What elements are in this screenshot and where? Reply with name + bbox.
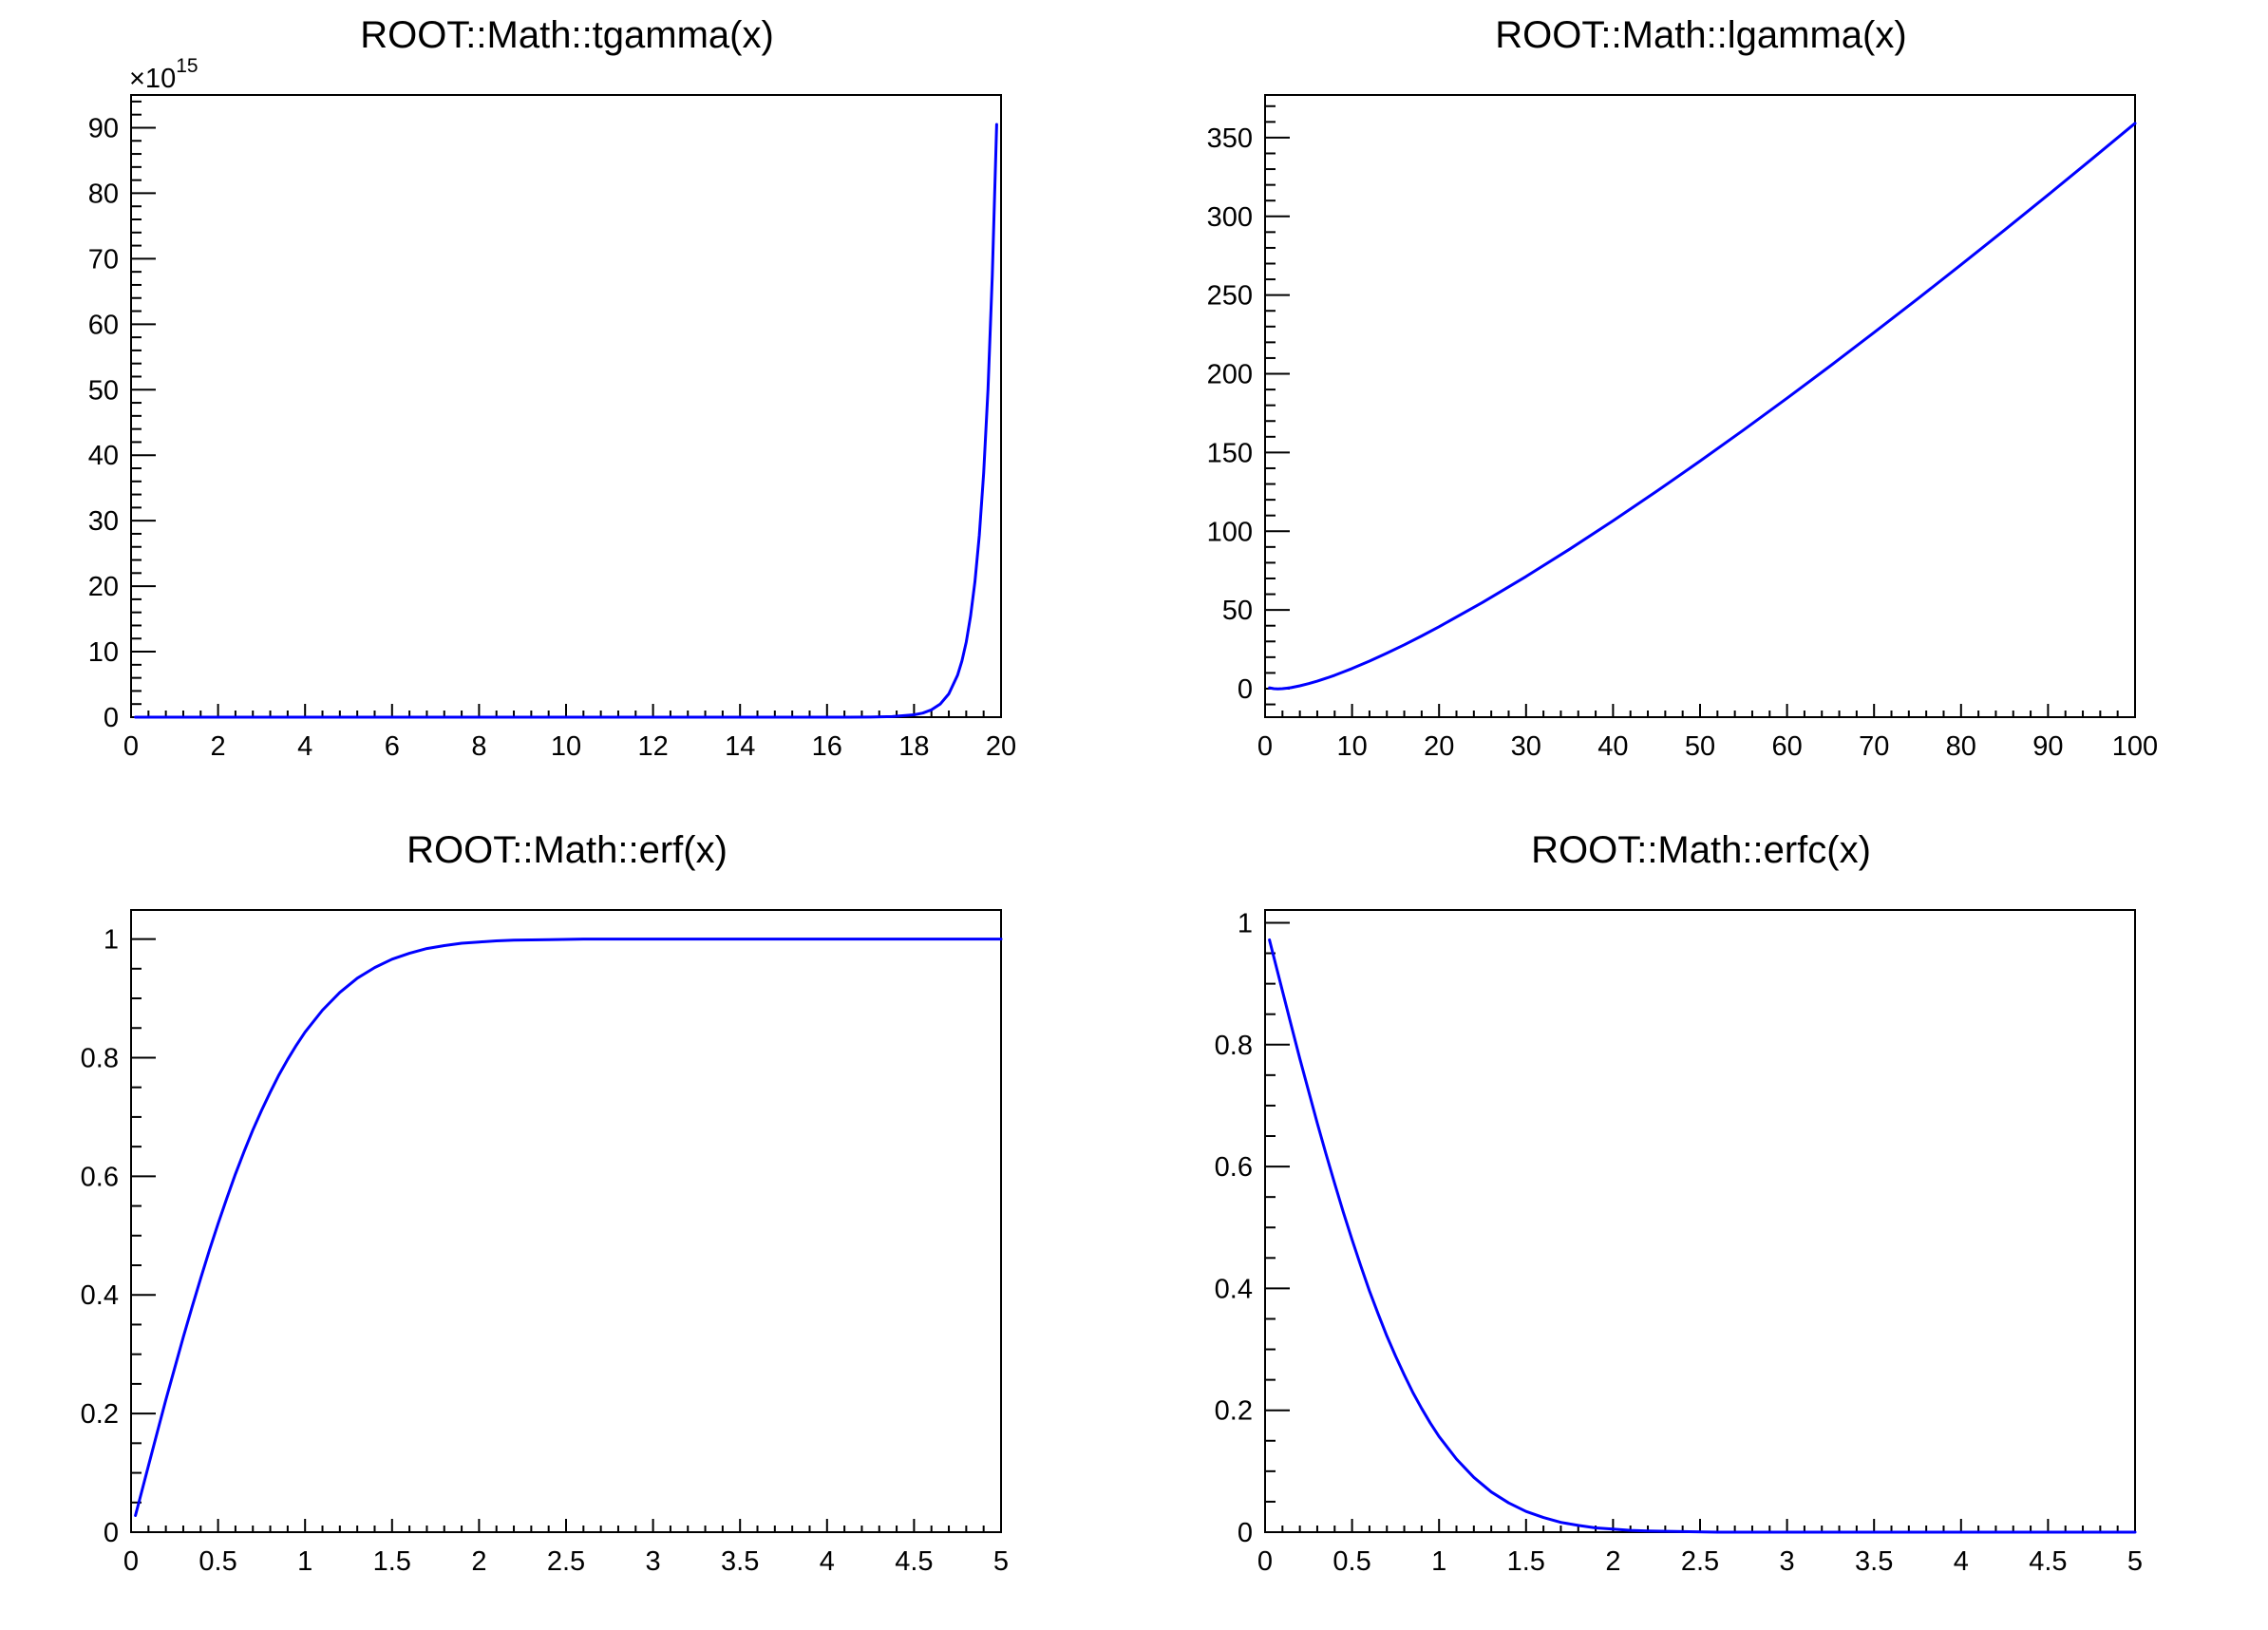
x-axis-tick-label: 1: [1431, 1546, 1446, 1577]
y-axis-tick-label: 0.8: [1215, 1031, 1253, 1061]
erf-curve: [134, 938, 1003, 1517]
erfc-curve: [1268, 938, 2137, 1534]
y-axis-tick-label: 350: [1207, 123, 1253, 154]
y-axis-tick-label: 300: [1207, 202, 1253, 233]
x-axis-tick-label: 20: [986, 731, 1016, 762]
plot-frame: [130, 909, 1002, 1533]
plot-area-lgamma: 0 10 20 30 40 50 60 70 80 90 100 0 50 100 150 200 250 300…: [1207, 94, 2158, 762]
x-axis-tick-label: 40: [1597, 731, 1628, 762]
x-axis-tick-label: 1.5: [373, 1546, 411, 1577]
y-axis-tick-label: 0.6: [1215, 1152, 1253, 1183]
x-axis-tick-label: 6: [385, 731, 400, 762]
y-axis-tick-label: 150: [1207, 438, 1253, 468]
x-axis-tick-label: 60: [1771, 731, 1802, 762]
y-axis-tick-label: 100: [1207, 517, 1253, 547]
pad-lgamma: ROOT::Math::lgamma(x) 0 10 20 30 40 50 60 70 80 9…: [1134, 0, 2268, 815]
x-axis-tick-label: 3: [1780, 1546, 1795, 1577]
y-axis-tick-label: 20: [88, 572, 119, 602]
x-axis-tick-label: 8: [471, 731, 486, 762]
x-axis-tick-label: 4: [297, 731, 312, 762]
plot-frame: [1264, 909, 2136, 1533]
x-axis-tick-label: 5: [2127, 1546, 2143, 1577]
y-axis-tick-label: 70: [88, 244, 119, 275]
plot-title-tgamma: ROOT::Math::tgamma(x): [360, 14, 774, 56]
plot-title-erf: ROOT::Math::erf(x): [406, 829, 728, 871]
plot-area-erfc: 0 0.5 1 1.5 2 2.5 3 3.5 4 4.5 5 0 0.2 0.4 0.6 0.8 1: [1215, 908, 2143, 1577]
y-axis-tick-label: 0.8: [81, 1043, 119, 1073]
y-axis-tick-label: 50: [1222, 596, 1253, 626]
y-axis-tick-label: 1: [104, 925, 119, 956]
x-axis-tick-label: 2: [211, 731, 226, 762]
x-axis-tick-label: 3.5: [1855, 1546, 1893, 1577]
y-axis-tick-label: 80: [88, 179, 119, 209]
x-axis-tick-label: 18: [898, 731, 929, 762]
y-axis-tick-label: 250: [1207, 281, 1253, 312]
tgamma-curve: [134, 123, 998, 719]
x-axis-tick-label: 3: [646, 1546, 661, 1577]
plot-frame: [130, 94, 1002, 718]
y-axis-tick-label: 0: [1238, 1518, 1253, 1548]
y-axis-tick-label: 40: [88, 441, 119, 471]
y-axis-tick-label: 200: [1207, 360, 1253, 390]
x-axis-tick-label: 0: [1257, 1546, 1273, 1577]
x-axis-tick-label: 10: [551, 731, 581, 762]
x-axis-tick-label: 4: [820, 1546, 835, 1577]
x-axis-tick-label: 16: [812, 731, 842, 762]
x-axis-tick-label: 1: [297, 1546, 312, 1577]
plot-title-lgamma: ROOT::Math::lgamma(x): [1495, 14, 1907, 56]
y-axis-tick-label: 0.2: [81, 1399, 119, 1430]
x-axis-tick-label: 30: [1511, 731, 1541, 762]
x-axis-tick-label: 0: [123, 1546, 139, 1577]
y-axis-tick-label: 0: [104, 703, 119, 733]
x-axis-tick-label: 10: [1336, 731, 1367, 762]
x-axis-tick-label: 20: [1424, 731, 1454, 762]
plot-area-erf: 0 0.5 1 1.5 2 2.5 3 3.5 4 4.5 5 0 0.2 0.4 0.6 0.8 1: [81, 909, 1009, 1577]
x-axis-tick-label: 3.5: [721, 1546, 759, 1577]
y-axis-tick-label: 0.2: [1215, 1396, 1253, 1427]
y-axis-tick-label: 30: [88, 506, 119, 537]
x-axis-tick-label: 90: [2032, 731, 2063, 762]
x-axis-tick-label: 80: [1946, 731, 1976, 762]
x-axis-tick-label: 2: [1605, 1546, 1620, 1577]
x-axis-tick-label: 100: [2112, 731, 2158, 762]
x-axis-tick-label: 2.5: [1681, 1546, 1719, 1577]
pad-erf: ROOT::Math::erf(x) 0 0.5 1 1.5 2 2.5 3 3.5 4 4.5 5…: [0, 815, 1134, 1630]
y-axis-tick-label: 1: [1238, 908, 1253, 938]
pad-tgamma: ROOT::Math::tgamma(x) 0 2 4 6 8 10 12 14 16 18 20 0…: [0, 0, 1134, 815]
x-axis-tick-label: 4: [1954, 1546, 1969, 1577]
x-axis-tick-label: 1.5: [1507, 1546, 1545, 1577]
x-axis-tick-label: 4.5: [895, 1546, 933, 1577]
x-axis-tick-label: 0: [1257, 731, 1273, 762]
y-axis-tick-label: 0: [1238, 674, 1253, 705]
y-axis-tick-label: 90: [88, 113, 119, 143]
plot-title-erfc: ROOT::Math::erfc(x): [1531, 829, 1871, 871]
x-axis-tick-label: 14: [725, 731, 755, 762]
x-axis-tick-label: 12: [637, 731, 668, 762]
pad-erfc: ROOT::Math::erfc(x) 0 0.5 1 1.5 2 2.5 3 3.5 4 4.5…: [1134, 815, 2268, 1630]
x-axis-tick-label: 0.5: [1332, 1546, 1370, 1577]
x-axis-tick-label: 4.5: [2029, 1546, 2067, 1577]
y-axis-exponent-label: ×1015: [129, 55, 198, 94]
x-axis-tick-label: 70: [1859, 731, 1889, 762]
y-axis-tick-label: 0.4: [1215, 1274, 1253, 1304]
y-axis-tick-label: 60: [88, 310, 119, 340]
x-axis-tick-label: 0: [123, 731, 139, 762]
lgamma-curve: [1268, 122, 2137, 691]
x-axis-tick-label: 50: [1685, 731, 1715, 762]
y-axis-tick-label: 10: [88, 637, 119, 668]
y-axis-tick-label: 0.6: [81, 1162, 119, 1192]
plot-area-tgamma: 0 2 4 6 8 10 12 14 16 18 20 0 10 20 30 40 50 60 70 80 90 ×101…: [88, 55, 1016, 762]
x-axis-tick-label: 5: [993, 1546, 1009, 1577]
x-axis-tick-label: 2: [471, 1546, 486, 1577]
y-axis-tick-label: 0.4: [81, 1280, 119, 1311]
x-axis-tick-label: 0.5: [198, 1546, 236, 1577]
y-axis-tick-label: 0: [104, 1518, 119, 1548]
y-axis-tick-label: 50: [88, 375, 119, 406]
x-axis-tick-label: 2.5: [547, 1546, 585, 1577]
plot-frame: [1264, 94, 2136, 718]
